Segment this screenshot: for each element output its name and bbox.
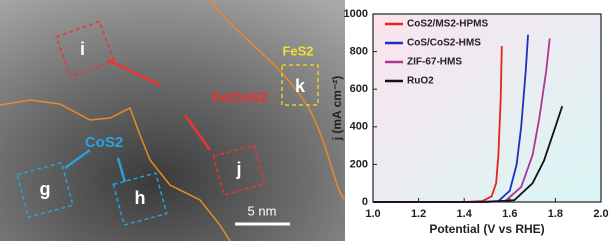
legend-label: CoS2/MS2-HPMS [407, 19, 488, 30]
tem-image: i FeCoS2 FeS2 k CoS2 j g h 5 nm [0, 0, 345, 241]
phase-label: FeCoS2 [212, 89, 268, 106]
x-tick-label: 1.0 [365, 208, 380, 220]
scale-label: 5 nm [248, 203, 277, 218]
figure: i FeCoS2 FeS2 k CoS2 j g h 5 nm Potentia… [0, 0, 612, 241]
x-axis-label: Potential (V vs RHE) [429, 222, 544, 236]
y-tick-label: 600 [350, 83, 368, 95]
y-tick-label: 1000 [344, 8, 368, 20]
y-tick-label: 200 [350, 158, 368, 170]
y-tick-label: 800 [350, 46, 368, 58]
region-label: i [80, 39, 85, 59]
region-label: k [295, 76, 306, 96]
region-label: h [135, 188, 146, 208]
region-label: g [40, 179, 51, 199]
x-tick-label: 1.4 [457, 208, 473, 220]
x-tick-label: 1.8 [548, 208, 563, 220]
x-tick-label: 2.0 [593, 208, 608, 220]
tem-background [0, 0, 345, 241]
y-tick-label: 400 [350, 121, 368, 133]
y-tick-label: 0 [362, 196, 368, 208]
chart: Potential (V vs RHE) j (mA cm⁻²) 0 200 400… [330, 8, 608, 236]
legend-label: CoS/CoS2-HMS [407, 38, 481, 49]
legend-label: RuO2 [407, 76, 434, 87]
x-tick-label: 1.6 [502, 208, 517, 220]
y-axis-label: j (mA cm⁻²) [330, 76, 344, 142]
region-label: j [235, 159, 241, 179]
phase-label: FeS2 [282, 43, 313, 58]
x-tick-label: 1.2 [411, 208, 426, 220]
legend-label: ZIF-67-HMS [407, 57, 462, 68]
phase-label: CoS2 [85, 134, 123, 151]
